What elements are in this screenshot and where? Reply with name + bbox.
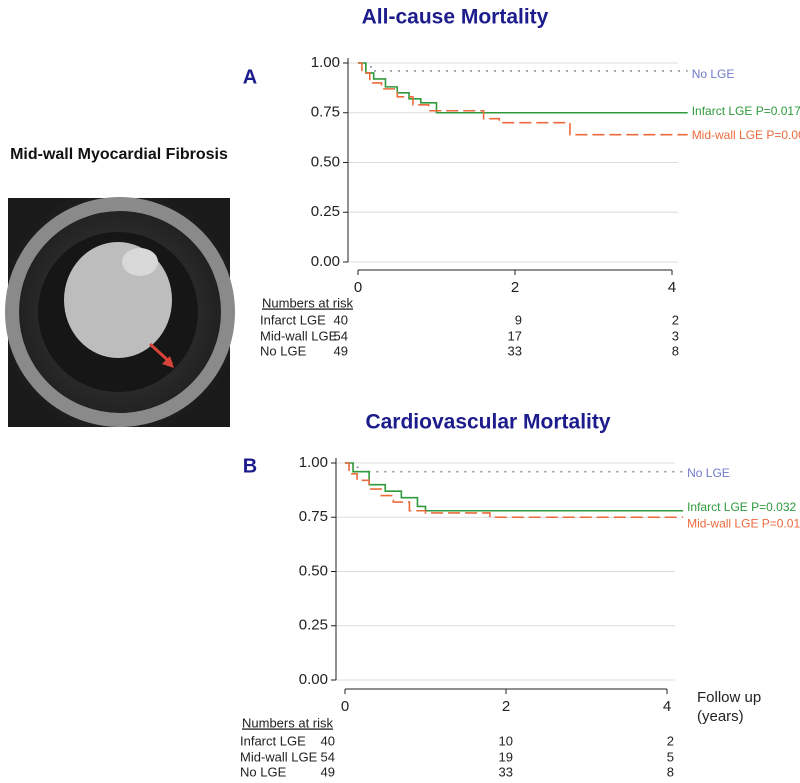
image-title: Mid-wall Myocardial Fibrosis <box>10 146 228 163</box>
risk-count: 5 <box>667 749 674 764</box>
risk-row-label: Mid-wall LGE <box>260 328 338 343</box>
risk-count: 40 <box>334 312 348 327</box>
y-tick-label: 0.25 <box>299 617 328 634</box>
risk-count: 10 <box>499 733 513 748</box>
risk-count: 54 <box>334 328 348 343</box>
km-curve <box>358 62 688 72</box>
y-tick-label: 0.50 <box>299 562 328 579</box>
risk-count: 49 <box>321 764 335 779</box>
x-tick-label: 0 <box>341 698 349 715</box>
chart-title: All-cause Mortality <box>362 6 549 29</box>
x-axis-label: Follow up (years) <box>697 689 762 725</box>
risk-count: 17 <box>508 328 522 343</box>
risk-count: 33 <box>499 764 513 779</box>
risk-count: 8 <box>672 343 679 358</box>
panel-letter: B <box>243 455 257 477</box>
risk-count: 8 <box>667 764 674 779</box>
risk-count: 9 <box>515 312 522 327</box>
series-label: No LGE <box>687 466 730 480</box>
risk-table-title: Numbers at risk <box>262 295 354 310</box>
y-tick-label: 0.50 <box>311 153 340 170</box>
km-curve <box>358 62 688 136</box>
mri-image <box>5 197 235 427</box>
risk-table-title: Numbers at risk <box>242 715 334 730</box>
risk-count: 40 <box>321 733 335 748</box>
risk-count: 19 <box>499 749 513 764</box>
km-curve <box>345 462 684 512</box>
risk-row-label: Mid-wall LGE <box>240 749 318 764</box>
km-curve <box>345 462 684 519</box>
risk-row-label: Infarct LGE <box>260 312 326 327</box>
risk-count: 49 <box>334 343 348 358</box>
series-label: Infarct LGE P=0.032 <box>687 500 796 514</box>
x-tick-label: 4 <box>668 279 676 296</box>
y-tick-label: 0.00 <box>311 253 340 270</box>
risk-count: 2 <box>672 312 679 327</box>
series-label: Infarct LGE P=0.017 <box>692 104 800 118</box>
y-tick-label: 0.25 <box>311 203 340 220</box>
series-label: Mid-wall LGE P=0.004 <box>692 128 800 142</box>
risk-count: 2 <box>667 733 674 748</box>
y-tick-label: 0.75 <box>311 104 340 121</box>
risk-row-label: No LGE <box>240 764 287 779</box>
x-tick-label: 0 <box>354 279 362 296</box>
km-curve <box>345 462 684 473</box>
x-tick-label: 2 <box>502 698 510 715</box>
series-label: No LGE <box>692 67 735 81</box>
risk-row-label: Infarct LGE <box>240 733 306 748</box>
y-tick-label: 1.00 <box>299 454 328 471</box>
risk-count: 54 <box>321 749 335 764</box>
y-tick-label: 0.75 <box>299 508 328 525</box>
x-tick-label: 2 <box>511 279 519 296</box>
risk-count: 3 <box>672 328 679 343</box>
chart-title: Cardiovascular Mortality <box>365 411 610 434</box>
y-tick-label: 1.00 <box>311 54 340 71</box>
panel-letter: A <box>243 66 257 88</box>
risk-count: 33 <box>508 343 522 358</box>
x-tick-label: 4 <box>663 698 671 715</box>
series-label: Mid-wall LGE P=0.012 <box>687 516 800 530</box>
risk-row-label: No LGE <box>260 343 307 358</box>
y-tick-label: 0.00 <box>299 671 328 688</box>
